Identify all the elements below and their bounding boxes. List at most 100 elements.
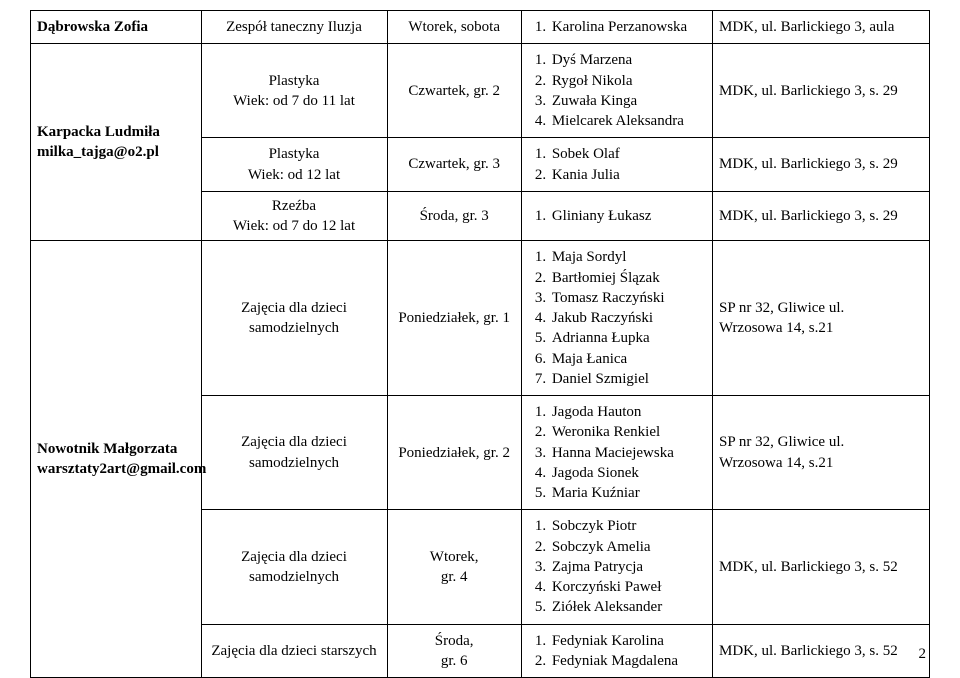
location-line: SP nr 32, Gliwice ul. — [719, 300, 844, 316]
subject-line: Plastyka — [269, 73, 320, 89]
schedule-cell: Poniedziałek, gr. 2 — [387, 396, 521, 510]
student-item: Bartłomiej Ślązak — [550, 268, 706, 288]
student-item: Jakub Raczyński — [550, 308, 706, 328]
student-item: Zuwała Kinga — [550, 91, 706, 111]
location-cell: SP nr 32, Gliwice ul. Wrzosowa 14, s.21 — [712, 396, 929, 510]
students-list: Fedyniak Karolina Fedyniak Magdalena — [528, 631, 706, 672]
student-item: Sobek Olaf — [550, 144, 706, 164]
location-cell: MDK, ul. Barlickiego 3, s. 52 — [712, 510, 929, 624]
student-item: Sobczyk Piotr — [550, 516, 706, 536]
subject-cell: Plastyka Wiek: od 12 lat — [201, 138, 387, 192]
student-item: Maja Sordyl — [550, 247, 706, 267]
student-item: Rygoł Nikola — [550, 71, 706, 91]
subject-line: Plastyka — [269, 146, 320, 162]
subject-line: Wiek: od 7 do 12 lat — [233, 218, 355, 234]
student-item: Zajma Patrycja — [550, 557, 706, 577]
student-item: Maria Kuźniar — [550, 483, 706, 503]
student-item: Sobczyk Amelia — [550, 537, 706, 557]
schedule-line: Wtorek, — [430, 549, 479, 565]
page-number: 2 — [919, 646, 927, 663]
location-cell: MDK, ul. Barlickiego 3, s. 29 — [712, 44, 929, 138]
location-cell: MDK, ul. Barlickiego 3, s. 29 — [712, 191, 929, 241]
subject-cell: Plastyka Wiek: od 7 do 11 lat — [201, 44, 387, 138]
subject-line: Wiek: od 12 lat — [248, 167, 340, 183]
subject-line: Zajęcia dla dzieci — [241, 434, 347, 450]
subject-cell: Rzeźba Wiek: od 7 do 12 lat — [201, 191, 387, 241]
students-list: Gliniany Łukasz — [528, 206, 706, 226]
subject-line: Wiek: od 7 do 11 lat — [233, 93, 355, 109]
students-list: Maja Sordyl Bartłomiej Ślązak Tomasz Rac… — [528, 247, 706, 389]
student-item: Ziółek Aleksander — [550, 597, 706, 617]
location-cell: SP nr 32, Gliwice ul. Wrzosowa 14, s.21 — [712, 241, 929, 396]
subject-cell: Zajęcia dla dzieci samodzielnych — [201, 510, 387, 624]
student-item: Jagoda Hauton — [550, 402, 706, 422]
student-item: Hanna Maciejewska — [550, 443, 706, 463]
subject-line: samodzielnych — [249, 320, 339, 336]
students-cell: Fedyniak Karolina Fedyniak Magdalena — [521, 624, 712, 678]
students-list: Karolina Perzanowska — [528, 17, 706, 37]
schedule-cell: Czwartek, gr. 2 — [387, 44, 521, 138]
subject-line: Zajęcia dla dzieci — [241, 300, 347, 316]
location-line: Wrzosowa 14, s.21 — [719, 455, 833, 471]
teacher-email: warsztaty2art@gmail.com — [37, 461, 206, 477]
subject-cell: Zajęcia dla dzieci samodzielnych — [201, 241, 387, 396]
subject-line: Rzeźba — [272, 198, 316, 214]
schedule-line: gr. 4 — [441, 569, 468, 585]
student-item: Adrianna Łupka — [550, 328, 706, 348]
student-item: Dyś Marzena — [550, 50, 706, 70]
student-item: Weronika Renkiel — [550, 422, 706, 442]
teacher-cell: Karpacka Ludmiła milka_tajga@o2.pl — [31, 44, 202, 241]
students-list: Sobek Olaf Kania Julia — [528, 144, 706, 185]
students-list: Dyś Marzena Rygoł Nikola Zuwała Kinga Mi… — [528, 50, 706, 131]
student-item: Kania Julia — [550, 165, 706, 185]
teacher-cell: Nowotnik Małgorzata warsztaty2art@gmail.… — [31, 241, 202, 678]
student-item: Daniel Szmigiel — [550, 369, 706, 389]
student-item: Tomasz Raczyński — [550, 288, 706, 308]
student-item: Mielcarek Aleksandra — [550, 111, 706, 131]
subject-line: samodzielnych — [249, 569, 339, 585]
students-cell: Dyś Marzena Rygoł Nikola Zuwała Kinga Mi… — [521, 44, 712, 138]
location-line: Wrzosowa 14, s.21 — [719, 320, 833, 336]
student-item: Fedyniak Magdalena — [550, 651, 706, 671]
location-cell: MDK, ul. Barlickiego 3, aula — [712, 11, 929, 44]
location-cell: MDK, ul. Barlickiego 3, s. 29 — [712, 138, 929, 192]
subject-cell: Zespół taneczny Iluzja — [201, 11, 387, 44]
student-item: Gliniany Łukasz — [550, 206, 706, 226]
students-cell: Sobczyk Piotr Sobczyk Amelia Zajma Patry… — [521, 510, 712, 624]
teacher-cell: Dąbrowska Zofia — [31, 11, 202, 44]
subject-line: Zajęcia dla dzieci — [241, 549, 347, 565]
schedule-cell: Wtorek, sobota — [387, 11, 521, 44]
subject-cell: Zajęcia dla dzieci starszych — [201, 624, 387, 678]
students-cell: Sobek Olaf Kania Julia — [521, 138, 712, 192]
student-item: Karolina Perzanowska — [550, 17, 706, 37]
location-line: SP nr 32, Gliwice ul. — [719, 434, 844, 450]
student-item: Korczyński Paweł — [550, 577, 706, 597]
student-item: Fedyniak Karolina — [550, 631, 706, 651]
student-item: Jagoda Sionek — [550, 463, 706, 483]
table-row: Dąbrowska Zofia Zespół taneczny Iluzja W… — [31, 11, 930, 44]
students-list: Jagoda Hauton Weronika Renkiel Hanna Mac… — [528, 402, 706, 503]
schedule-cell: Środa, gr. 3 — [387, 191, 521, 241]
students-cell: Gliniany Łukasz — [521, 191, 712, 241]
schedule-line: gr. 6 — [441, 653, 468, 669]
table-row: Karpacka Ludmiła milka_tajga@o2.pl Plast… — [31, 44, 930, 138]
students-list: Sobczyk Piotr Sobczyk Amelia Zajma Patry… — [528, 516, 706, 617]
schedule-line: Środa, — [435, 633, 474, 649]
subject-cell: Zajęcia dla dzieci samodzielnych — [201, 396, 387, 510]
student-item: Maja Łanica — [550, 349, 706, 369]
location-cell: MDK, ul. Barlickiego 3, s. 52 — [712, 624, 929, 678]
page: Dąbrowska Zofia Zespół taneczny Iluzja W… — [0, 0, 960, 669]
schedule-cell: Poniedziałek, gr. 1 — [387, 241, 521, 396]
students-cell: Karolina Perzanowska — [521, 11, 712, 44]
teacher-name: Karpacka Ludmiła — [37, 124, 160, 140]
teacher-name: Nowotnik Małgorzata — [37, 441, 177, 457]
teacher-email: milka_tajga@o2.pl — [37, 144, 159, 160]
schedule-cell: Środa, gr. 6 — [387, 624, 521, 678]
subject-line: samodzielnych — [249, 455, 339, 471]
schedule-table: Dąbrowska Zofia Zespół taneczny Iluzja W… — [30, 10, 930, 678]
schedule-cell: Czwartek, gr. 3 — [387, 138, 521, 192]
students-cell: Maja Sordyl Bartłomiej Ślązak Tomasz Rac… — [521, 241, 712, 396]
schedule-cell: Wtorek, gr. 4 — [387, 510, 521, 624]
students-cell: Jagoda Hauton Weronika Renkiel Hanna Mac… — [521, 396, 712, 510]
table-row: Nowotnik Małgorzata warsztaty2art@gmail.… — [31, 241, 930, 396]
